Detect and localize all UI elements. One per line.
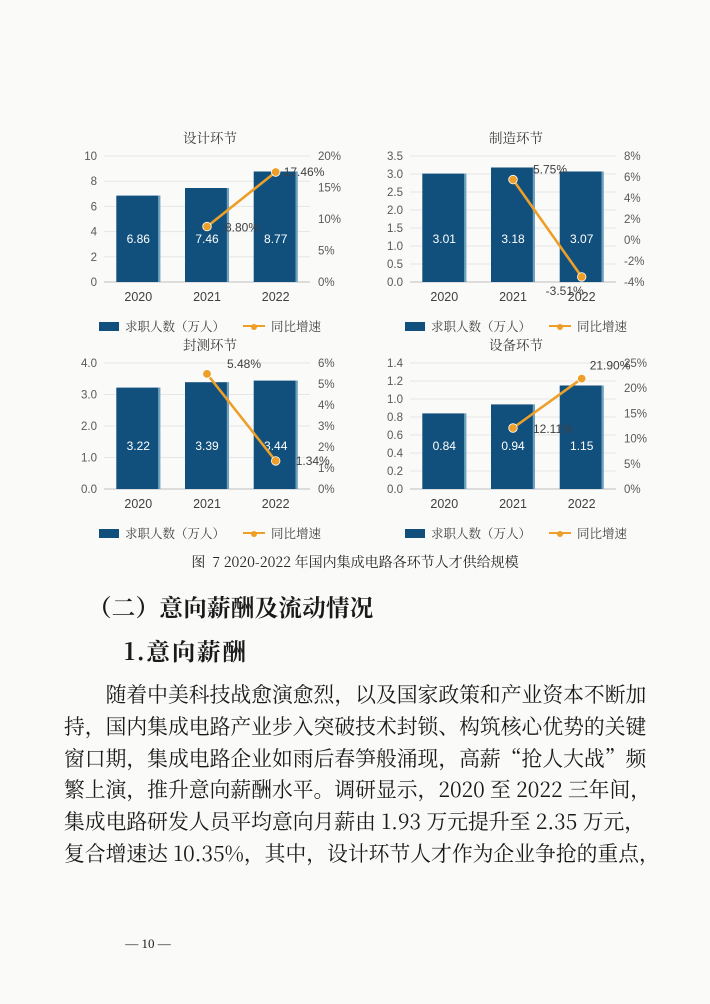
svg-text:4.0: 4.0 [81,358,97,370]
svg-text:0%: 0% [624,484,641,496]
svg-text:2021: 2021 [193,290,221,304]
svg-text:0.4: 0.4 [387,448,404,460]
svg-text:17.46%: 17.46% [284,165,325,179]
svg-text:10%: 10% [624,434,647,446]
svg-text:2020: 2020 [124,290,152,304]
svg-text:2.5: 2.5 [387,187,403,199]
svg-text:1.34%: 1.34% [296,454,330,468]
svg-text:5.75%: 5.75% [533,163,567,177]
svg-text:0: 0 [91,277,97,289]
svg-text:10%: 10% [318,214,341,226]
svg-text:2: 2 [91,252,97,264]
svg-text:1.15: 1.15 [570,439,594,453]
svg-text:5%: 5% [624,459,641,471]
svg-text:2022: 2022 [262,497,290,511]
svg-text:15%: 15% [318,183,341,195]
svg-text:2021: 2021 [499,497,527,511]
svg-text:制造环节: 制造环节 [489,128,543,147]
svg-text:7.46: 7.46 [195,232,219,246]
svg-text:6: 6 [91,201,97,213]
svg-text:0.84: 0.84 [433,439,457,453]
svg-text:8%: 8% [624,151,641,163]
svg-text:0.0: 0.0 [387,277,403,289]
svg-text:6.86: 6.86 [127,232,151,246]
svg-text:5%: 5% [318,246,335,258]
svg-text:1.2: 1.2 [387,376,403,388]
svg-text:设备环节: 设备环节 [489,335,543,354]
svg-text:2%: 2% [318,442,335,454]
svg-text:1.5: 1.5 [387,223,403,235]
svg-text:10: 10 [84,151,97,163]
svg-text:0.5: 0.5 [387,259,403,271]
svg-text:0.0: 0.0 [81,484,97,496]
svg-text:1.0: 1.0 [387,394,403,406]
svg-text:2022: 2022 [568,497,596,511]
svg-text:封测环节: 封测环节 [183,335,237,354]
svg-text:2021: 2021 [193,497,221,511]
svg-text:8.80%: 8.80% [225,221,259,235]
svg-text:1.4: 1.4 [387,358,404,370]
svg-text:2020: 2020 [124,497,152,511]
svg-text:0.6: 0.6 [387,430,403,442]
svg-text:3.01: 3.01 [433,232,457,246]
svg-text:3%: 3% [318,421,335,433]
svg-text:2021: 2021 [499,290,527,304]
svg-text:8.77: 8.77 [264,232,288,246]
svg-text:0%: 0% [624,235,641,247]
svg-text:-3.51%: -3.51% [546,284,584,298]
svg-text:8: 8 [91,176,97,188]
svg-text:2.0: 2.0 [387,205,403,217]
svg-text:0.2: 0.2 [387,466,403,478]
svg-text:21.90%: 21.90% [590,359,631,373]
svg-text:1.0: 1.0 [387,241,403,253]
svg-text:0%: 0% [318,277,335,289]
svg-text:20%: 20% [624,383,647,395]
svg-text:0.0: 0.0 [387,484,403,496]
svg-text:0.8: 0.8 [387,412,403,424]
svg-text:2020: 2020 [430,497,458,511]
svg-text:3.5: 3.5 [387,151,403,163]
svg-text:3.07: 3.07 [570,232,594,246]
svg-text:2022: 2022 [262,290,290,304]
svg-text:4: 4 [91,227,98,239]
svg-text:3.0: 3.0 [387,169,403,181]
svg-text:2%: 2% [624,214,641,226]
svg-text:12.11%: 12.11% [533,422,573,436]
svg-text:4%: 4% [318,400,335,412]
svg-text:20%: 20% [318,151,341,163]
svg-text:-2%: -2% [624,256,644,268]
svg-text:设计环节: 设计环节 [183,128,237,147]
svg-text:3.22: 3.22 [127,439,151,453]
svg-text:6%: 6% [624,172,641,184]
svg-text:-4%: -4% [624,277,644,289]
svg-text:6%: 6% [318,358,335,370]
svg-text:1.0: 1.0 [81,453,97,465]
svg-text:0%: 0% [318,484,335,496]
svg-text:4%: 4% [624,193,641,205]
svg-text:3.18: 3.18 [501,232,525,246]
svg-text:5.48%: 5.48% [227,357,261,371]
svg-text:0.94: 0.94 [501,439,525,453]
svg-text:2020: 2020 [430,290,458,304]
svg-text:5%: 5% [318,379,335,391]
svg-text:3.0: 3.0 [81,390,97,402]
svg-text:2.0: 2.0 [81,421,97,433]
svg-text:3.39: 3.39 [195,439,219,453]
svg-text:15%: 15% [624,408,647,420]
